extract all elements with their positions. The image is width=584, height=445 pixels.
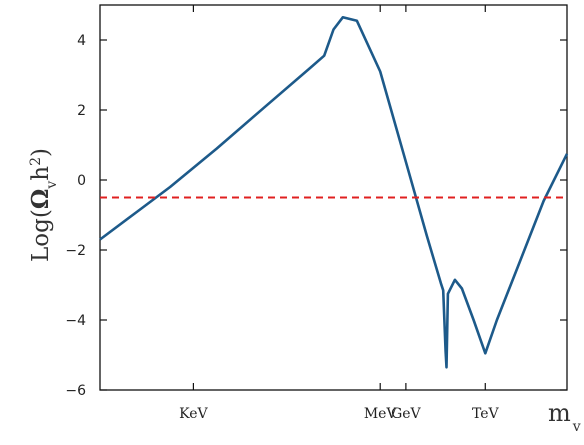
y-tick-label: −4 [65,313,86,329]
x-tick-label: GeV [391,406,421,422]
y-axis-title: Log(Ωvh2) [27,148,60,262]
y-tick-label: 0 [77,173,86,189]
y-tick-label: 4 [77,33,86,49]
x-tick-label: MeV [364,406,398,422]
y-tick-label: −2 [65,243,86,259]
relic-density-curve [99,15,569,369]
x-tick-label: KeV [179,406,208,422]
y-tick-label: 2 [77,103,86,119]
y-tick-label: −6 [65,383,86,399]
x-tick-label: TeV [472,406,500,422]
